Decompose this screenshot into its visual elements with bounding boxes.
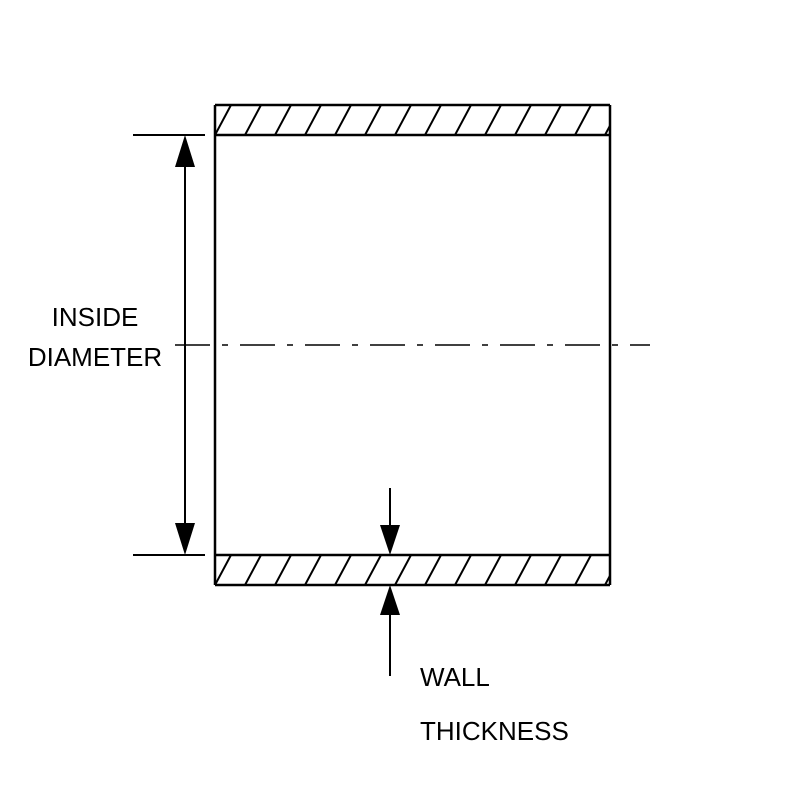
dim-wall-thickness: WALL THICKNESS	[380, 488, 569, 746]
engineering-drawing: INSIDE DIAMETER WALL THICKNESS	[0, 0, 800, 800]
inside-diameter-label-2: DIAMETER	[28, 342, 162, 372]
inside-diameter-label-1: INSIDE	[52, 302, 139, 332]
wall-thickness-label-1: WALL	[420, 662, 490, 692]
hatch	[155, 105, 681, 135]
wall-thickness-label-2: THICKNESS	[420, 716, 569, 746]
hatch	[155, 555, 681, 585]
